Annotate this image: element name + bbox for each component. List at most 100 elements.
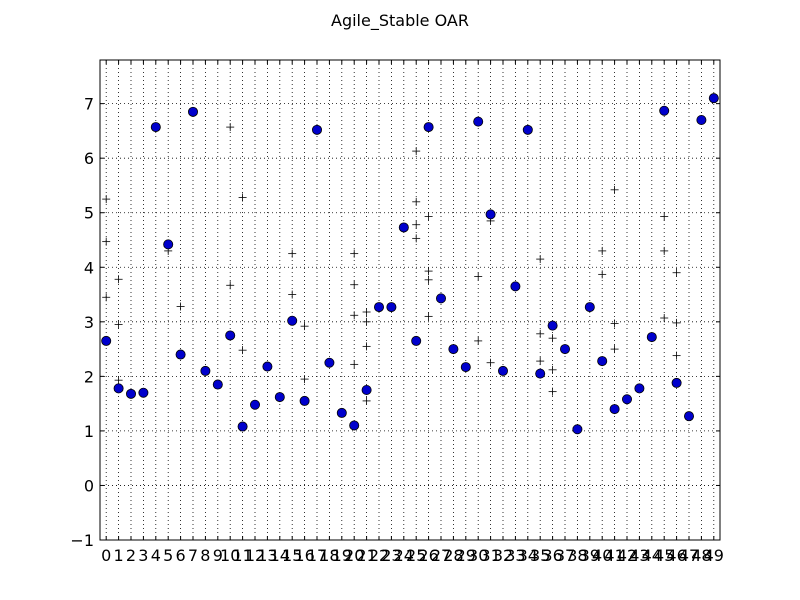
plus-marker: [424, 212, 433, 221]
data-point: [572, 424, 583, 435]
x-tick-label: 18: [319, 546, 339, 565]
x-tick-label: 48: [691, 546, 711, 565]
data-point: [448, 344, 459, 355]
data-point: [696, 115, 707, 126]
y-tick-label: 1: [84, 422, 94, 441]
plus-marker: [610, 319, 619, 328]
data-point: [311, 124, 322, 135]
x-tick-label: 44: [642, 546, 662, 565]
x-tick-label: 15: [282, 546, 302, 565]
x-tick-label: 33: [505, 546, 525, 565]
data-point: [609, 404, 620, 415]
data-point: [485, 209, 496, 220]
x-tick-label: 27: [431, 546, 451, 565]
plus-marker: [412, 147, 421, 156]
data-point: [522, 124, 533, 135]
data-point: [473, 116, 484, 127]
plus-marker: [362, 317, 371, 326]
plus-marker: [474, 336, 483, 345]
plus-marker: [598, 270, 607, 279]
x-tick-label: 31: [480, 546, 500, 565]
plus-marker: [536, 255, 545, 264]
data-point: [708, 93, 719, 104]
data-point: [138, 387, 149, 398]
plus-marker: [672, 351, 681, 360]
x-tick-label: 1: [114, 546, 124, 565]
x-tick-label: 10: [220, 546, 240, 565]
plus-marker: [660, 314, 669, 322]
x-tick-label: 35: [530, 546, 550, 565]
x-tick-label: 14: [270, 546, 290, 565]
x-tick-label: 12: [245, 546, 265, 565]
x-tick-label: 36: [542, 546, 562, 565]
x-tick-label: 8: [200, 546, 210, 565]
plus-marker: [412, 234, 421, 243]
data-point: [435, 293, 446, 304]
plus-marker: [474, 272, 483, 281]
y-tick-labels: −1 0 1 2 3 4 5 6 7: [70, 95, 94, 550]
plus-marker: [350, 280, 359, 289]
x-tick-label: 5: [163, 546, 173, 565]
y-tick-label: 6: [84, 149, 94, 168]
plus-marker: [102, 293, 111, 302]
data-point: [274, 392, 285, 403]
plus-marker: [114, 275, 123, 284]
x-tick-label: 42: [617, 546, 637, 565]
data-point: [646, 332, 657, 343]
chart-title: Agile_Stable OAR: [331, 11, 469, 30]
plus-marker: [548, 334, 557, 343]
plus-marker: [238, 346, 247, 355]
x-tick-label: 20: [344, 546, 364, 565]
x-tick-label: 29: [456, 546, 476, 565]
plus-marker: [300, 322, 309, 331]
x-tick-label: 30: [468, 546, 488, 565]
plus-marker: [548, 365, 557, 374]
data-point: [324, 357, 335, 368]
plus-marker: [424, 267, 433, 276]
axis-ticks: [100, 60, 720, 541]
plus-marker: [424, 312, 433, 321]
x-tick-label: 45: [654, 546, 674, 565]
x-tick-label: 26: [418, 546, 438, 565]
plus-marker: [486, 358, 495, 367]
x-tick-label: 4: [151, 546, 161, 565]
x-tick-label: 7: [188, 546, 198, 565]
grid: [100, 60, 720, 541]
data-point: [175, 349, 186, 360]
x-tick-label: 22: [369, 546, 389, 565]
plus-marker: [548, 387, 557, 396]
data-point: [659, 105, 670, 116]
plus-marker: [610, 185, 619, 194]
x-tick-label: 46: [666, 546, 686, 565]
data-point: [361, 384, 372, 395]
data-point: [101, 335, 112, 346]
x-tick-label: 37: [555, 546, 575, 565]
data-point: [584, 302, 595, 313]
plus-marker: [288, 249, 297, 258]
x-tick-label: 32: [493, 546, 513, 565]
plus-marker: [672, 268, 681, 277]
plus-marker: [412, 220, 421, 229]
data-point: [398, 222, 409, 233]
data-point: [299, 395, 310, 406]
plus-marker: [536, 329, 545, 338]
plus-marker: [176, 302, 185, 311]
x-tick-label: 11: [232, 546, 252, 565]
x-tick-label: 21: [356, 546, 376, 565]
x-tick-label: 2: [126, 546, 136, 565]
y-tick-label: 7: [84, 95, 94, 114]
data-point: [150, 122, 161, 133]
data-point: [423, 122, 434, 133]
plus-marker: [226, 281, 235, 290]
x-tick-label: 28: [443, 546, 463, 565]
plus-marker: [536, 357, 545, 366]
plus-marker: [288, 290, 297, 299]
plus-series: [102, 123, 681, 405]
data-point: [597, 356, 608, 367]
plus-marker: [300, 375, 309, 384]
data-point: [113, 383, 124, 394]
circle-series: [101, 93, 719, 435]
plus-marker: [362, 396, 371, 405]
data-point: [212, 379, 223, 390]
